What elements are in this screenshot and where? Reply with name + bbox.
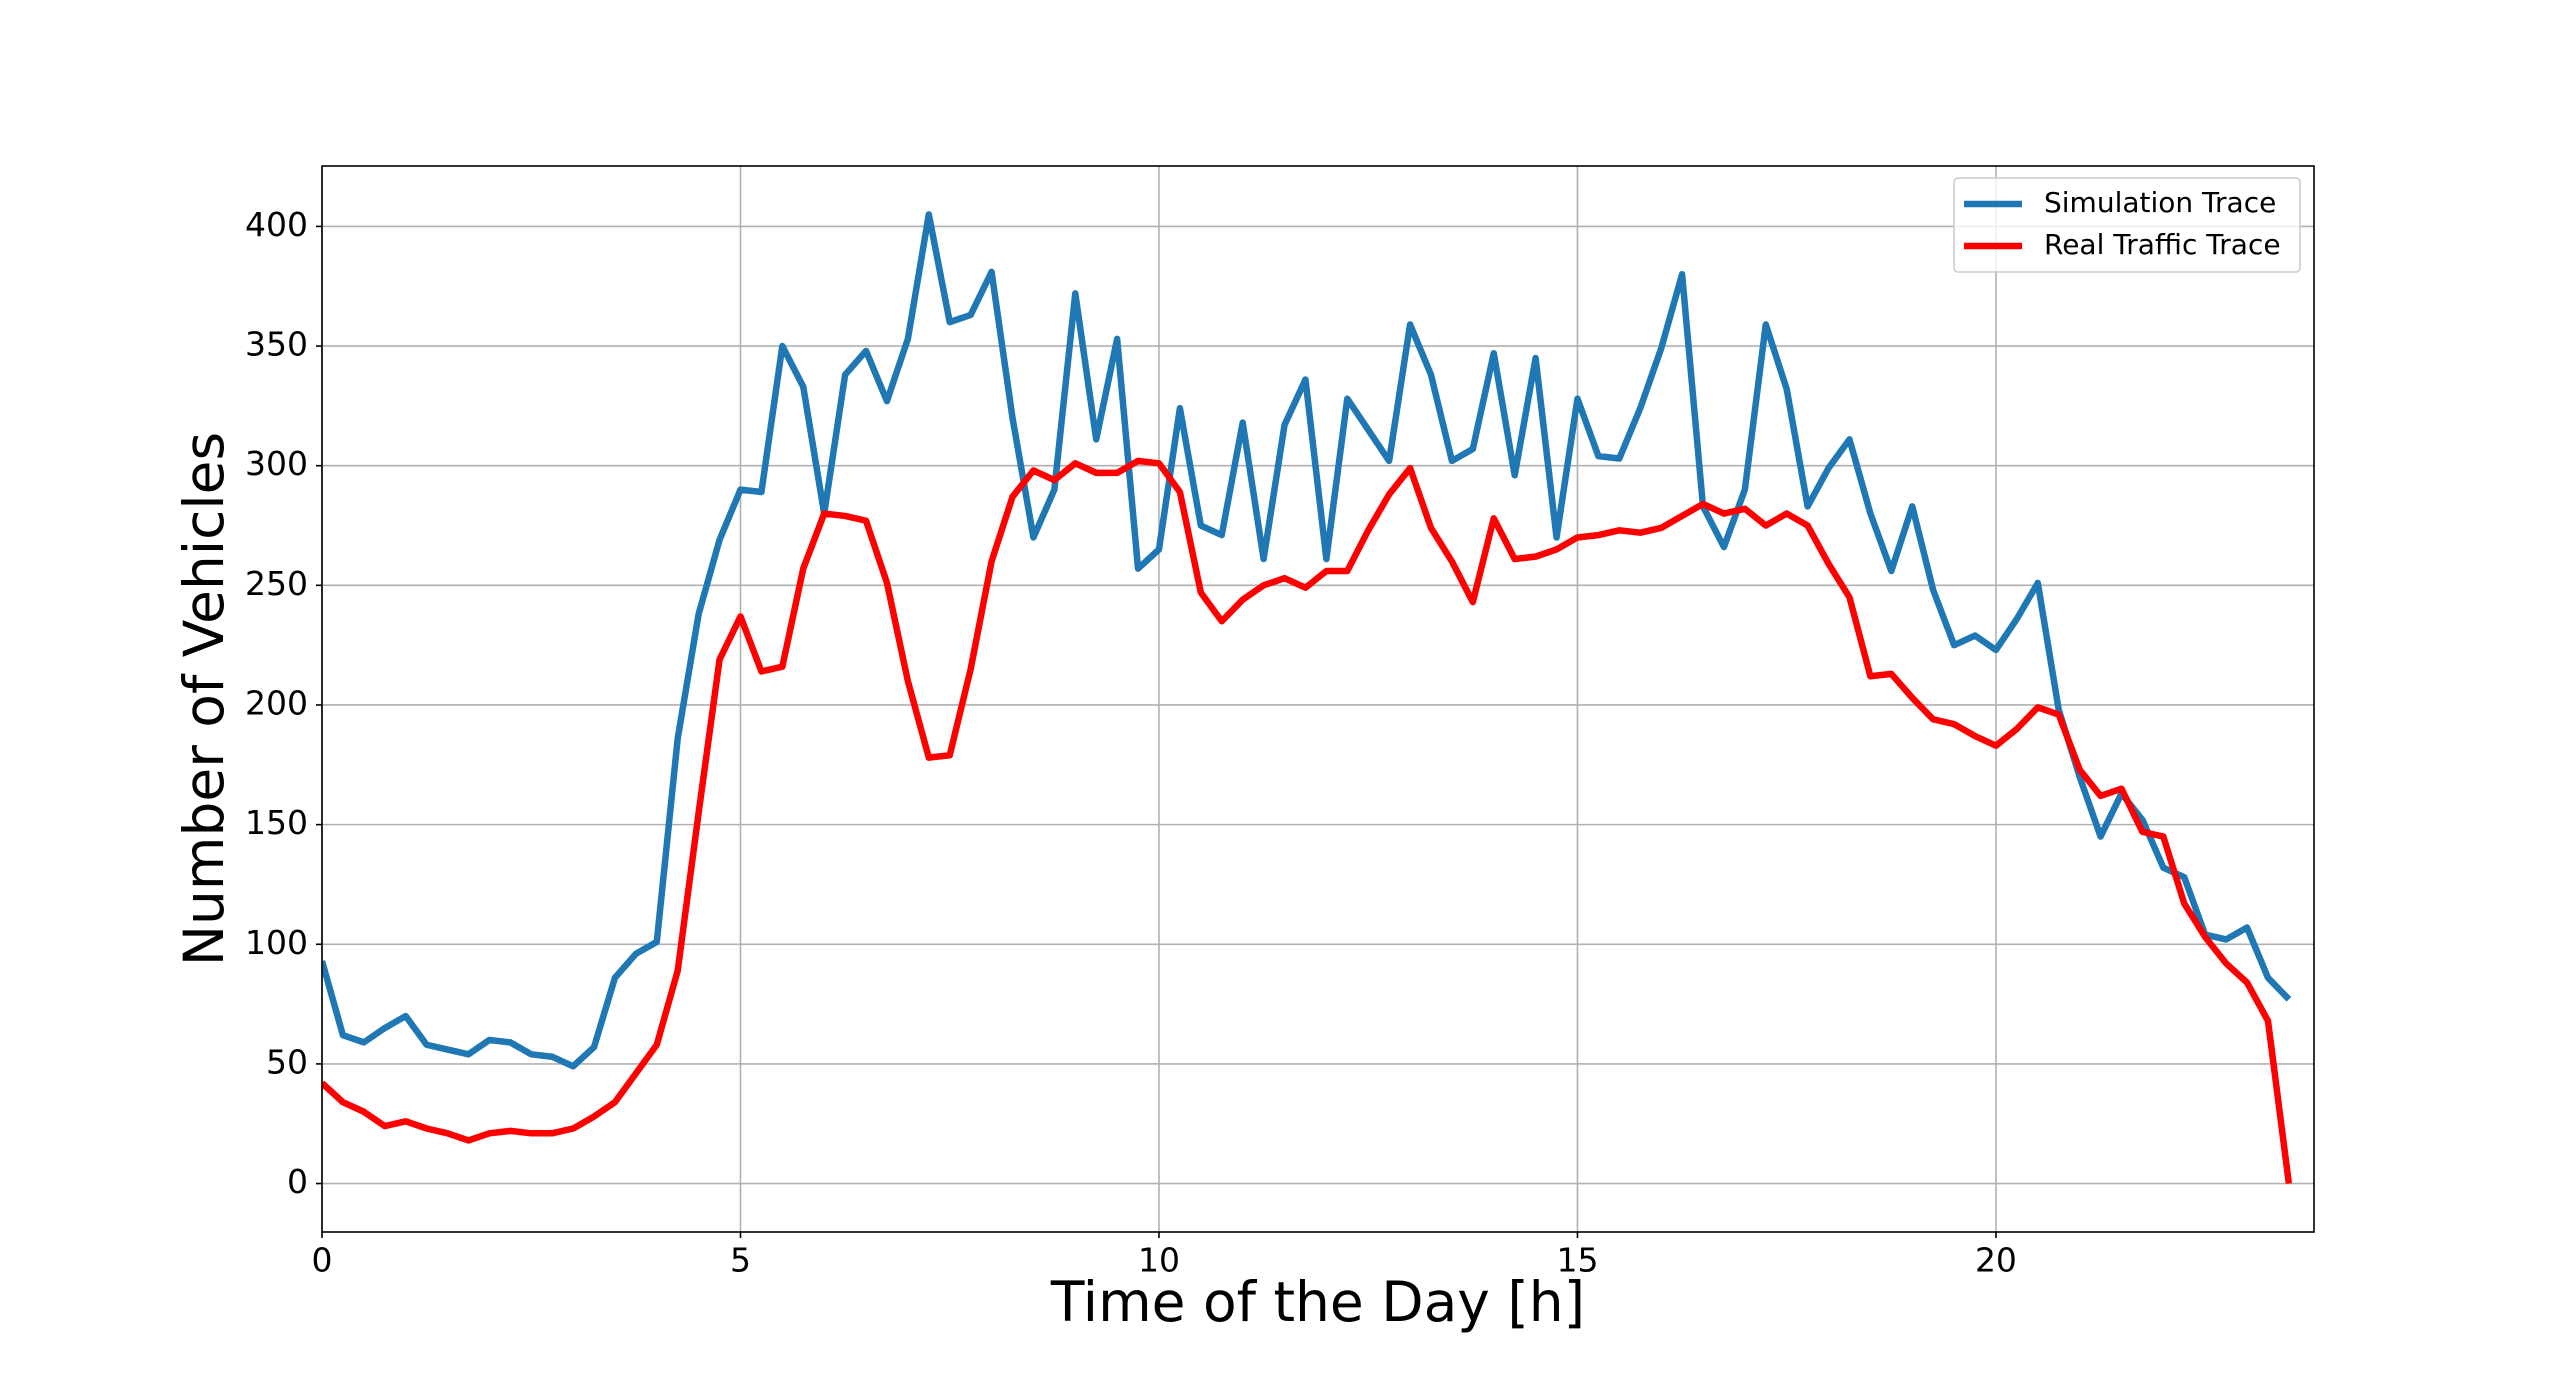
- y-tick-label: 150: [245, 803, 308, 842]
- x-tick-label: 5: [730, 1241, 751, 1280]
- x-tick-label: 10: [1138, 1241, 1180, 1280]
- x-tick-label: 15: [1556, 1241, 1598, 1280]
- legend-label: Simulation Trace: [2044, 186, 2276, 219]
- y-tick-label: 250: [245, 564, 308, 603]
- x-axis-label: Time of the Day [h]: [1050, 1270, 1585, 1334]
- y-axis-label: Number of Vehicles: [172, 432, 236, 966]
- x-tick-label: 0: [312, 1241, 333, 1280]
- y-tick-label: 200: [245, 683, 308, 722]
- legend-box: [1953, 177, 2301, 273]
- y-tick-label: 100: [245, 923, 308, 962]
- y-tick-label: 0: [287, 1162, 308, 1201]
- y-tick-label: 350: [245, 325, 308, 364]
- line-series: [322, 457, 2293, 1184]
- line-series: [322, 211, 2292, 1070]
- plot-frame: [321, 165, 2315, 1233]
- x-tick-label: 20: [1975, 1241, 2017, 1280]
- y-tick-label: 400: [245, 205, 308, 244]
- y-tick-label: 300: [245, 444, 308, 483]
- legend-label: Real Traffic Trace: [2044, 228, 2281, 261]
- y-tick-label: 50: [266, 1042, 308, 1081]
